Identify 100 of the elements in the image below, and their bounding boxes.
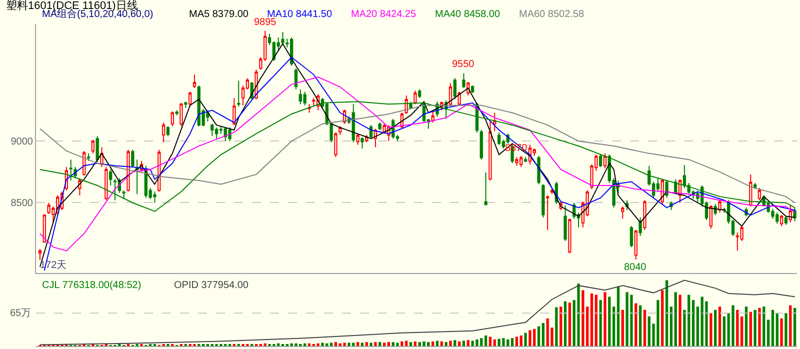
candlestick xyxy=(780,214,784,227)
bar xyxy=(370,342,372,346)
ref-line-label: 65万 xyxy=(10,308,32,319)
text: MA40 8458.00 xyxy=(435,9,500,20)
bar xyxy=(528,330,532,346)
candlestick xyxy=(546,194,550,230)
bar xyxy=(360,342,364,346)
candlestick xyxy=(42,214,46,244)
bar xyxy=(784,313,788,346)
candlestick xyxy=(718,200,722,214)
bar xyxy=(599,300,602,346)
bar xyxy=(696,306,700,346)
bar xyxy=(458,341,461,346)
bar xyxy=(718,306,722,346)
candlestick xyxy=(453,78,456,100)
bar xyxy=(749,312,752,346)
bar xyxy=(409,342,412,346)
bar xyxy=(432,341,434,346)
bar xyxy=(621,310,624,346)
bar xyxy=(488,336,492,346)
candlestick xyxy=(91,139,95,154)
bar xyxy=(454,340,456,346)
candlestick xyxy=(634,229,638,260)
candlestick xyxy=(537,155,540,185)
text: OPID 377954.00 xyxy=(174,280,249,291)
bar xyxy=(586,306,589,346)
text: MA60 8502.58 xyxy=(519,9,584,20)
candlestick xyxy=(598,154,602,168)
candlestick xyxy=(136,159,139,195)
bar xyxy=(594,294,598,346)
bar xyxy=(608,296,611,346)
candlestick xyxy=(621,206,624,220)
bar xyxy=(793,308,796,346)
candlestick xyxy=(603,152,607,169)
bar xyxy=(776,313,778,346)
bar xyxy=(330,342,333,346)
bar xyxy=(762,306,766,346)
bar xyxy=(670,306,673,346)
bar xyxy=(582,290,584,346)
candlestick xyxy=(294,68,298,90)
candlestick xyxy=(665,180,668,198)
bar xyxy=(382,342,386,346)
bar xyxy=(537,326,540,346)
candlestick xyxy=(237,80,240,108)
bar xyxy=(348,342,350,346)
bar xyxy=(714,310,717,346)
bar xyxy=(665,280,668,346)
bar xyxy=(493,339,496,346)
bar xyxy=(616,286,620,346)
bar xyxy=(400,341,404,346)
bar xyxy=(343,342,346,346)
candlestick xyxy=(131,149,134,168)
candlestick xyxy=(104,166,108,201)
bar xyxy=(387,342,390,346)
bar xyxy=(334,342,338,346)
candlestick xyxy=(630,226,634,248)
candlestick xyxy=(303,91,306,106)
bar xyxy=(510,338,514,346)
candlestick xyxy=(378,122,382,131)
candlestick xyxy=(232,97,236,126)
bar xyxy=(780,318,783,346)
bar xyxy=(560,306,562,346)
candlestick xyxy=(360,136,364,149)
bar xyxy=(692,300,695,346)
candlestick xyxy=(352,104,355,143)
candlestick xyxy=(484,172,488,206)
bar xyxy=(356,342,360,346)
bar xyxy=(736,310,739,346)
candlestick xyxy=(214,127,218,140)
bar xyxy=(590,293,594,346)
candlestick xyxy=(126,149,130,192)
candlestick xyxy=(515,156,518,166)
candlestick xyxy=(470,85,474,94)
bar xyxy=(440,341,443,346)
bar xyxy=(766,320,770,346)
bar xyxy=(771,310,774,346)
bar xyxy=(604,292,606,346)
bar xyxy=(316,343,320,346)
bar xyxy=(674,292,677,346)
bar xyxy=(378,342,382,346)
bar xyxy=(678,294,682,346)
bar xyxy=(577,284,580,346)
y-tick-label: 9000 xyxy=(10,136,34,148)
candlestick xyxy=(564,204,567,242)
candlestick xyxy=(356,133,360,146)
bar xyxy=(542,323,545,346)
candlestick xyxy=(38,248,42,261)
bar xyxy=(524,332,527,346)
candlestick xyxy=(166,126,170,137)
candlestick xyxy=(170,111,174,127)
candlestick xyxy=(175,110,178,116)
candlestick xyxy=(448,82,452,108)
bar xyxy=(710,313,712,346)
candlestick xyxy=(480,130,483,160)
text: MA5 8379.00 xyxy=(189,9,249,20)
candlestick xyxy=(334,132,338,158)
annotation: 9550 xyxy=(452,59,475,70)
candlestick xyxy=(488,120,492,182)
bar xyxy=(758,308,761,346)
candlestick xyxy=(184,101,188,108)
